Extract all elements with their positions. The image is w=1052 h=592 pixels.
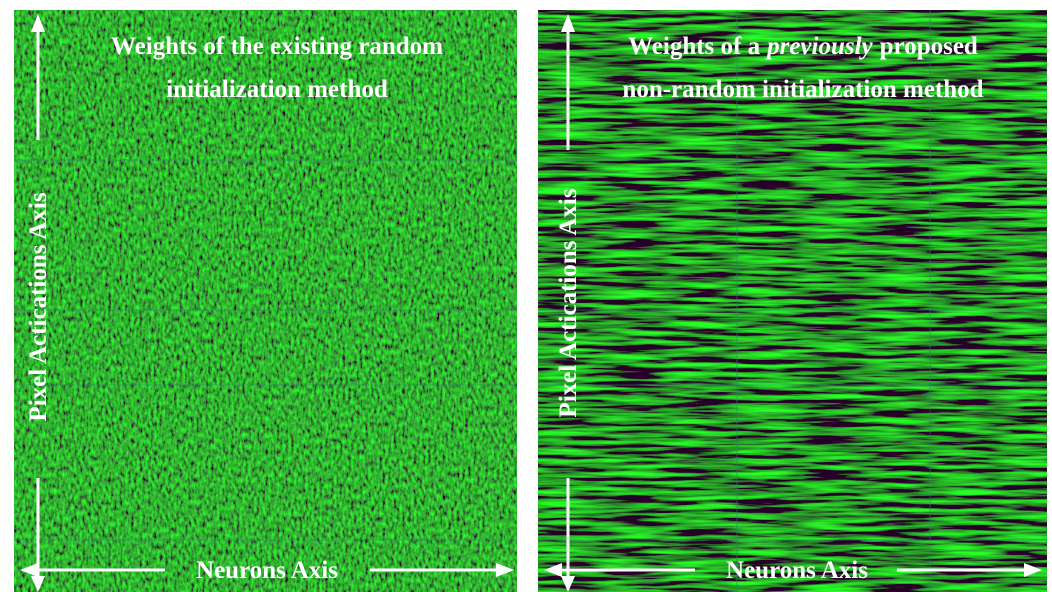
arrow-head: [1024, 563, 1042, 577]
grid: [14, 159, 517, 541]
panel-left: Weights of the existing random initializ…: [14, 10, 517, 592]
x-axis-label: Neurons Axis: [196, 557, 338, 584]
arrow-head: [544, 563, 562, 577]
panel-title: Weights of a previously proposed: [628, 33, 978, 60]
x-axis-label: Neurons Axis: [726, 557, 868, 584]
heatmap: [14, 10, 517, 592]
heatmap: [538, 10, 1047, 592]
y-axis-label: Pixel Actications Axis: [555, 188, 582, 417]
arrow-head: [31, 576, 45, 592]
arrow-head: [561, 576, 575, 592]
arrow-head: [561, 14, 575, 32]
arrow-head: [20, 563, 38, 577]
panel-title: Weights of the existing random: [111, 33, 443, 60]
panel-title: initialization method: [166, 76, 388, 103]
panel-title: non-random initialization method: [622, 76, 983, 103]
panel-right: Weights of a previously proposed non-rando…: [538, 10, 1047, 592]
y-axis-label: Pixel Actications Axis: [25, 192, 52, 421]
title-part: Weights of a: [628, 33, 760, 60]
grid: [538, 10, 1047, 592]
arrow-head: [496, 563, 514, 577]
arrow-head: [31, 14, 45, 32]
title-emphasis: previously: [765, 33, 873, 60]
title-part: proposed: [880, 33, 978, 60]
